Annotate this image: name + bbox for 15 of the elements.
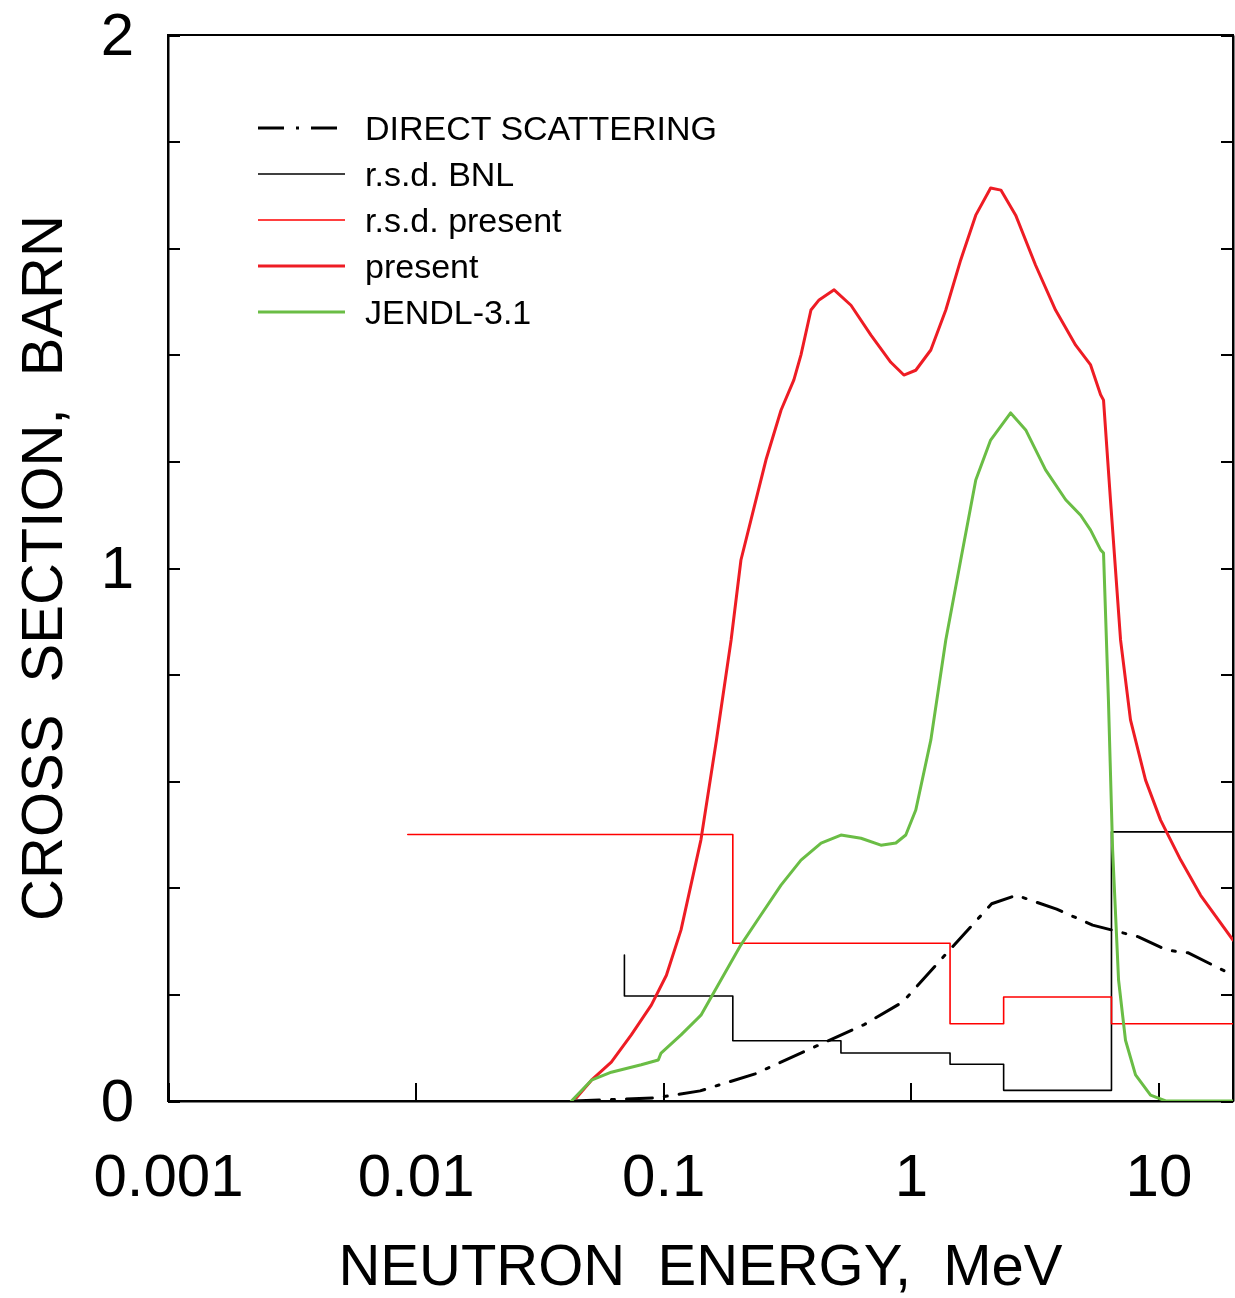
x-tick-label: 0.01 [357,1141,475,1209]
x-tick-label: 10 [1125,1141,1193,1209]
legend-label: JENDL-3.1 [365,293,532,331]
y-tick-label: 2 [100,0,134,68]
legend-label: r.s.d. present [365,201,563,239]
x-tick-label: 0.001 [93,1141,244,1209]
legend-label: r.s.d. BNL [365,155,515,193]
x-tick-label: 1 [894,1141,929,1209]
y-axis-title: CROSS SECTION, BARN [9,215,74,921]
legend-label: DIRECT SCATTERING [365,109,717,147]
x-tick-label: 0.1 [622,1141,706,1209]
y-tick-label: 0 [100,1066,134,1134]
x-axis-title: NEUTRON ENERGY, MeV [338,1232,1063,1297]
y-tick-label: 1 [100,533,134,601]
legend-label: present [365,247,479,285]
